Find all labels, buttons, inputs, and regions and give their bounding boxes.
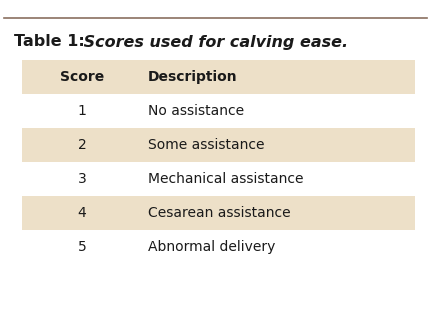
FancyBboxPatch shape — [22, 94, 414, 128]
Text: 5: 5 — [77, 240, 86, 254]
Text: Cesarean assistance: Cesarean assistance — [147, 206, 290, 220]
Text: 1: 1 — [77, 104, 86, 118]
Text: Abnormal delivery: Abnormal delivery — [147, 240, 275, 254]
Text: Score: Score — [60, 70, 104, 84]
Text: No assistance: No assistance — [147, 104, 243, 118]
Text: 4: 4 — [77, 206, 86, 220]
Text: Some assistance: Some assistance — [147, 138, 264, 152]
Text: Table 1:: Table 1: — [14, 34, 85, 49]
FancyBboxPatch shape — [22, 230, 414, 264]
Text: 3: 3 — [77, 172, 86, 186]
FancyBboxPatch shape — [22, 196, 414, 230]
Text: Scores used for calving ease.: Scores used for calving ease. — [78, 34, 347, 49]
Text: Description: Description — [147, 70, 237, 84]
Text: 2: 2 — [77, 138, 86, 152]
FancyBboxPatch shape — [22, 60, 414, 94]
FancyBboxPatch shape — [22, 162, 414, 196]
FancyBboxPatch shape — [22, 128, 414, 162]
Text: Mechanical assistance: Mechanical assistance — [147, 172, 303, 186]
